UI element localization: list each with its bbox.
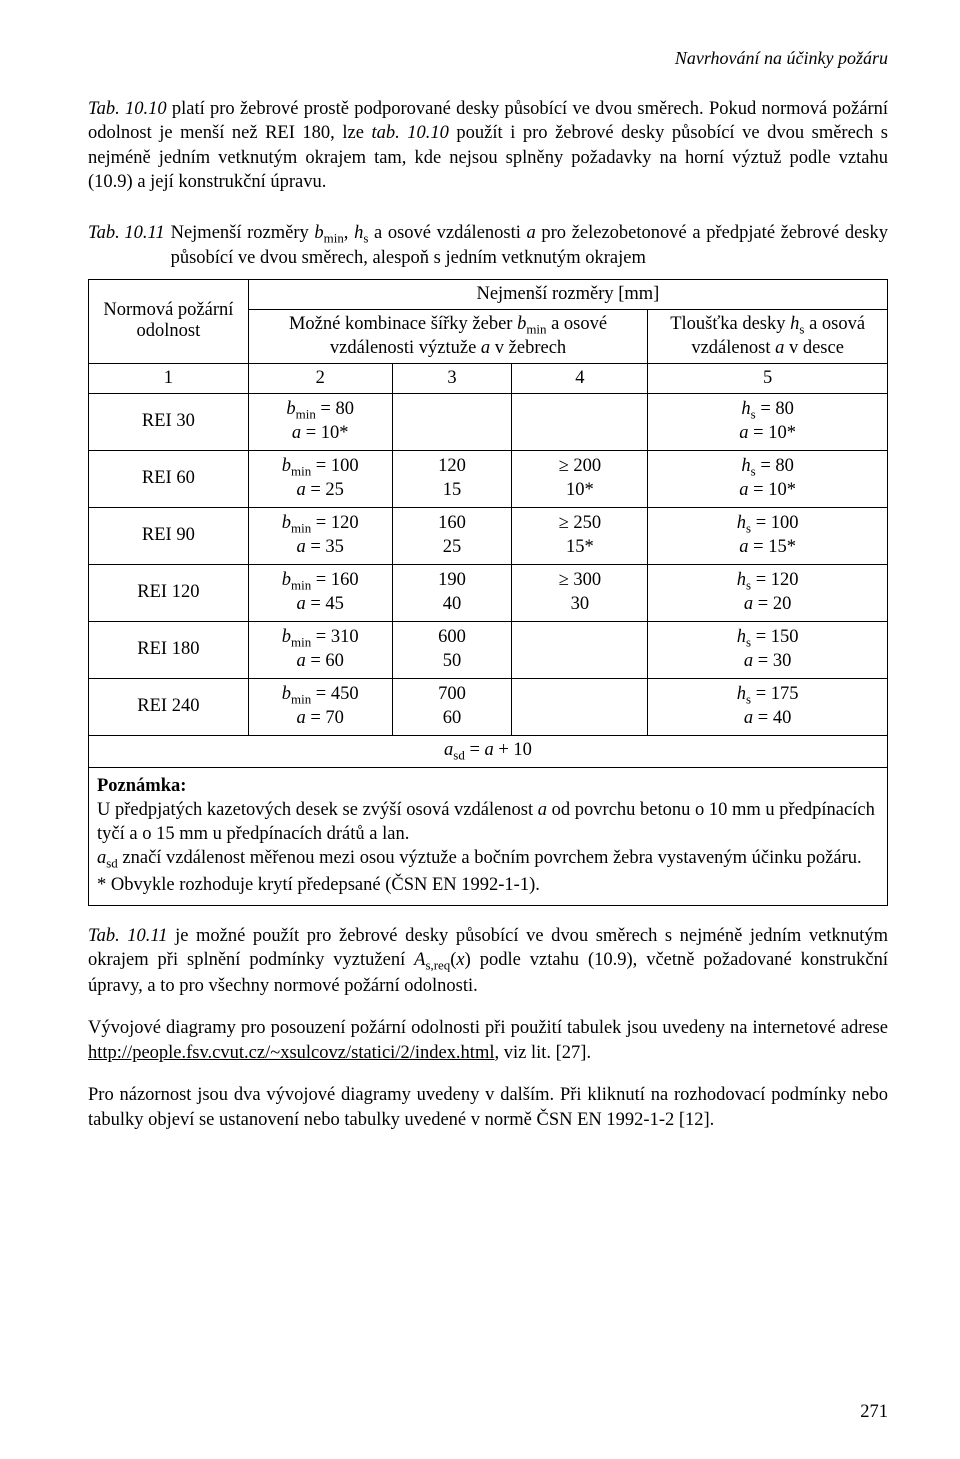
cap-bmin-sub: min <box>324 230 344 245</box>
asd-row: asd = a + 10 <box>89 735 888 768</box>
p2-x: x <box>456 950 464 970</box>
th-left-b: b <box>517 314 526 334</box>
rei-cell: REI 120 <box>89 564 249 621</box>
th-left-e: v žebrech <box>490 338 566 358</box>
page-number: 271 <box>860 1402 888 1423</box>
bmin-a-cell: bmin = 310a = 60 <box>248 621 392 678</box>
th-col1: Normová požární odolnost <box>89 279 249 363</box>
table-caption-label: Tab. 10.11 <box>88 221 171 271</box>
col4-cell <box>512 621 648 678</box>
col3-cell: 19040 <box>392 564 512 621</box>
th-right-b: h <box>790 314 799 334</box>
table-row: REI 180bmin = 310a = 6060050 hs = 150a =… <box>89 621 888 678</box>
p2-A-sub: s,req <box>425 958 450 973</box>
col4-cell: ≥ 20010* <box>512 450 648 507</box>
col3-cell: 16025 <box>392 507 512 564</box>
cap-b: , <box>344 223 354 243</box>
th-dims-header: Nejmenší rozměry [mm] <box>248 279 887 309</box>
cap-bmin: b <box>314 223 323 243</box>
th-rib-combos: Možné kombinace šířky žeber bmin a osové… <box>248 309 647 363</box>
th-slab-thickness: Tloušťka desky hs a osová vzdálenost a v… <box>648 309 888 363</box>
table-row: REI 30bmin = 80a = 10* hs = 80a = 10* <box>89 393 888 450</box>
hs-a-cell: hs = 80a = 10* <box>648 393 888 450</box>
col4-cell: ≥ 30030 <box>512 564 648 621</box>
asd-cell: asd = a + 10 <box>89 735 888 768</box>
external-link[interactable]: http://people.fsv.cvut.cz/~xsulcovz/stat… <box>88 1043 494 1063</box>
cap-c: a osové vzdálenosti <box>368 223 526 243</box>
note-cell: Poznámka:U předpjatých kazetových desek … <box>89 768 888 906</box>
rei-cell: REI 60 <box>89 450 249 507</box>
table-10-11: Normová požární odolnost Nejmenší rozměr… <box>88 279 888 906</box>
num-c1: 1 <box>89 363 249 393</box>
p2-A: A <box>414 950 425 970</box>
tab-ref-10-10b: tab. 10.10 <box>371 123 448 143</box>
bmin-a-cell: bmin = 160a = 45 <box>248 564 392 621</box>
cap-hs: h <box>354 223 363 243</box>
rei-cell: REI 180 <box>89 621 249 678</box>
col3-cell: 12015 <box>392 450 512 507</box>
col3-cell: 60050 <box>392 621 512 678</box>
num-c5: 5 <box>648 363 888 393</box>
hs-a-cell: hs = 150a = 30 <box>648 621 888 678</box>
hs-a-cell: hs = 100a = 15* <box>648 507 888 564</box>
num-c3: 3 <box>392 363 512 393</box>
paragraph-3: Vývojové diagramy pro posouzení požární … <box>88 1016 888 1065</box>
col4-cell: ≥ 25015* <box>512 507 648 564</box>
table-caption: Tab. 10.11 Nejmenší rozměry bmin, hs a o… <box>88 221 888 271</box>
tab-ref-10-11: Tab. 10.11 <box>88 926 168 946</box>
th-left-b-sub: min <box>526 322 546 337</box>
th-right-d: a <box>775 338 784 358</box>
table-row: REI 240bmin = 450a = 7070060 hs = 175a =… <box>89 678 888 735</box>
p4-seg1: Pro názornost jsou dva vývojové diagramy… <box>88 1085 888 1129</box>
p3-seg1: Vývojové diagramy pro posouzení požární … <box>88 1018 888 1038</box>
bmin-a-cell: bmin = 100a = 25 <box>248 450 392 507</box>
bmin-a-cell: bmin = 120a = 35 <box>248 507 392 564</box>
th-left-a: Možné kombinace šířky žeber <box>289 314 517 334</box>
col3-cell: 70060 <box>392 678 512 735</box>
bmin-a-cell: bmin = 450a = 70 <box>248 678 392 735</box>
cap-a: Nejmenší rozměry <box>171 223 315 243</box>
hs-a-cell: hs = 120a = 20 <box>648 564 888 621</box>
note-row: Poznámka:U předpjatých kazetových desek … <box>89 768 888 906</box>
table-row: REI 90bmin = 120a = 3516025≥ 25015*hs = … <box>89 507 888 564</box>
tab-ref-10-10a: Tab. 10.10 <box>88 99 167 119</box>
table-row: REI 120bmin = 160a = 4519040≥ 30030hs = … <box>89 564 888 621</box>
col4-cell <box>512 678 648 735</box>
num-c2: 2 <box>248 363 392 393</box>
paragraph-1: Tab. 10.10 platí pro žebrové prostě podp… <box>88 97 888 195</box>
th-right-e: v desce <box>784 338 844 358</box>
paragraph-4: Pro názornost jsou dva vývojové diagramy… <box>88 1083 888 1132</box>
num-c4: 4 <box>512 363 648 393</box>
paragraph-2: Tab. 10.11 je možné použít pro žebrové d… <box>88 924 888 999</box>
th-left-d: a <box>481 338 490 358</box>
cap-a-var: a <box>527 223 536 243</box>
rei-cell: REI 30 <box>89 393 249 450</box>
col4-cell <box>512 393 648 450</box>
hs-a-cell: hs = 175a = 40 <box>648 678 888 735</box>
rei-cell: REI 240 <box>89 678 249 735</box>
table-row: REI 60bmin = 100a = 2512015≥ 20010*hs = … <box>89 450 888 507</box>
p3-seg2: , viz lit. [27]. <box>494 1043 591 1063</box>
running-head: Navrhování na účinky požáru <box>88 48 888 69</box>
rei-cell: REI 90 <box>89 507 249 564</box>
bmin-a-cell: bmin = 80a = 10* <box>248 393 392 450</box>
col3-cell <box>392 393 512 450</box>
hs-a-cell: hs = 80a = 10* <box>648 450 888 507</box>
th-right-a: Tloušťka desky <box>670 314 790 334</box>
